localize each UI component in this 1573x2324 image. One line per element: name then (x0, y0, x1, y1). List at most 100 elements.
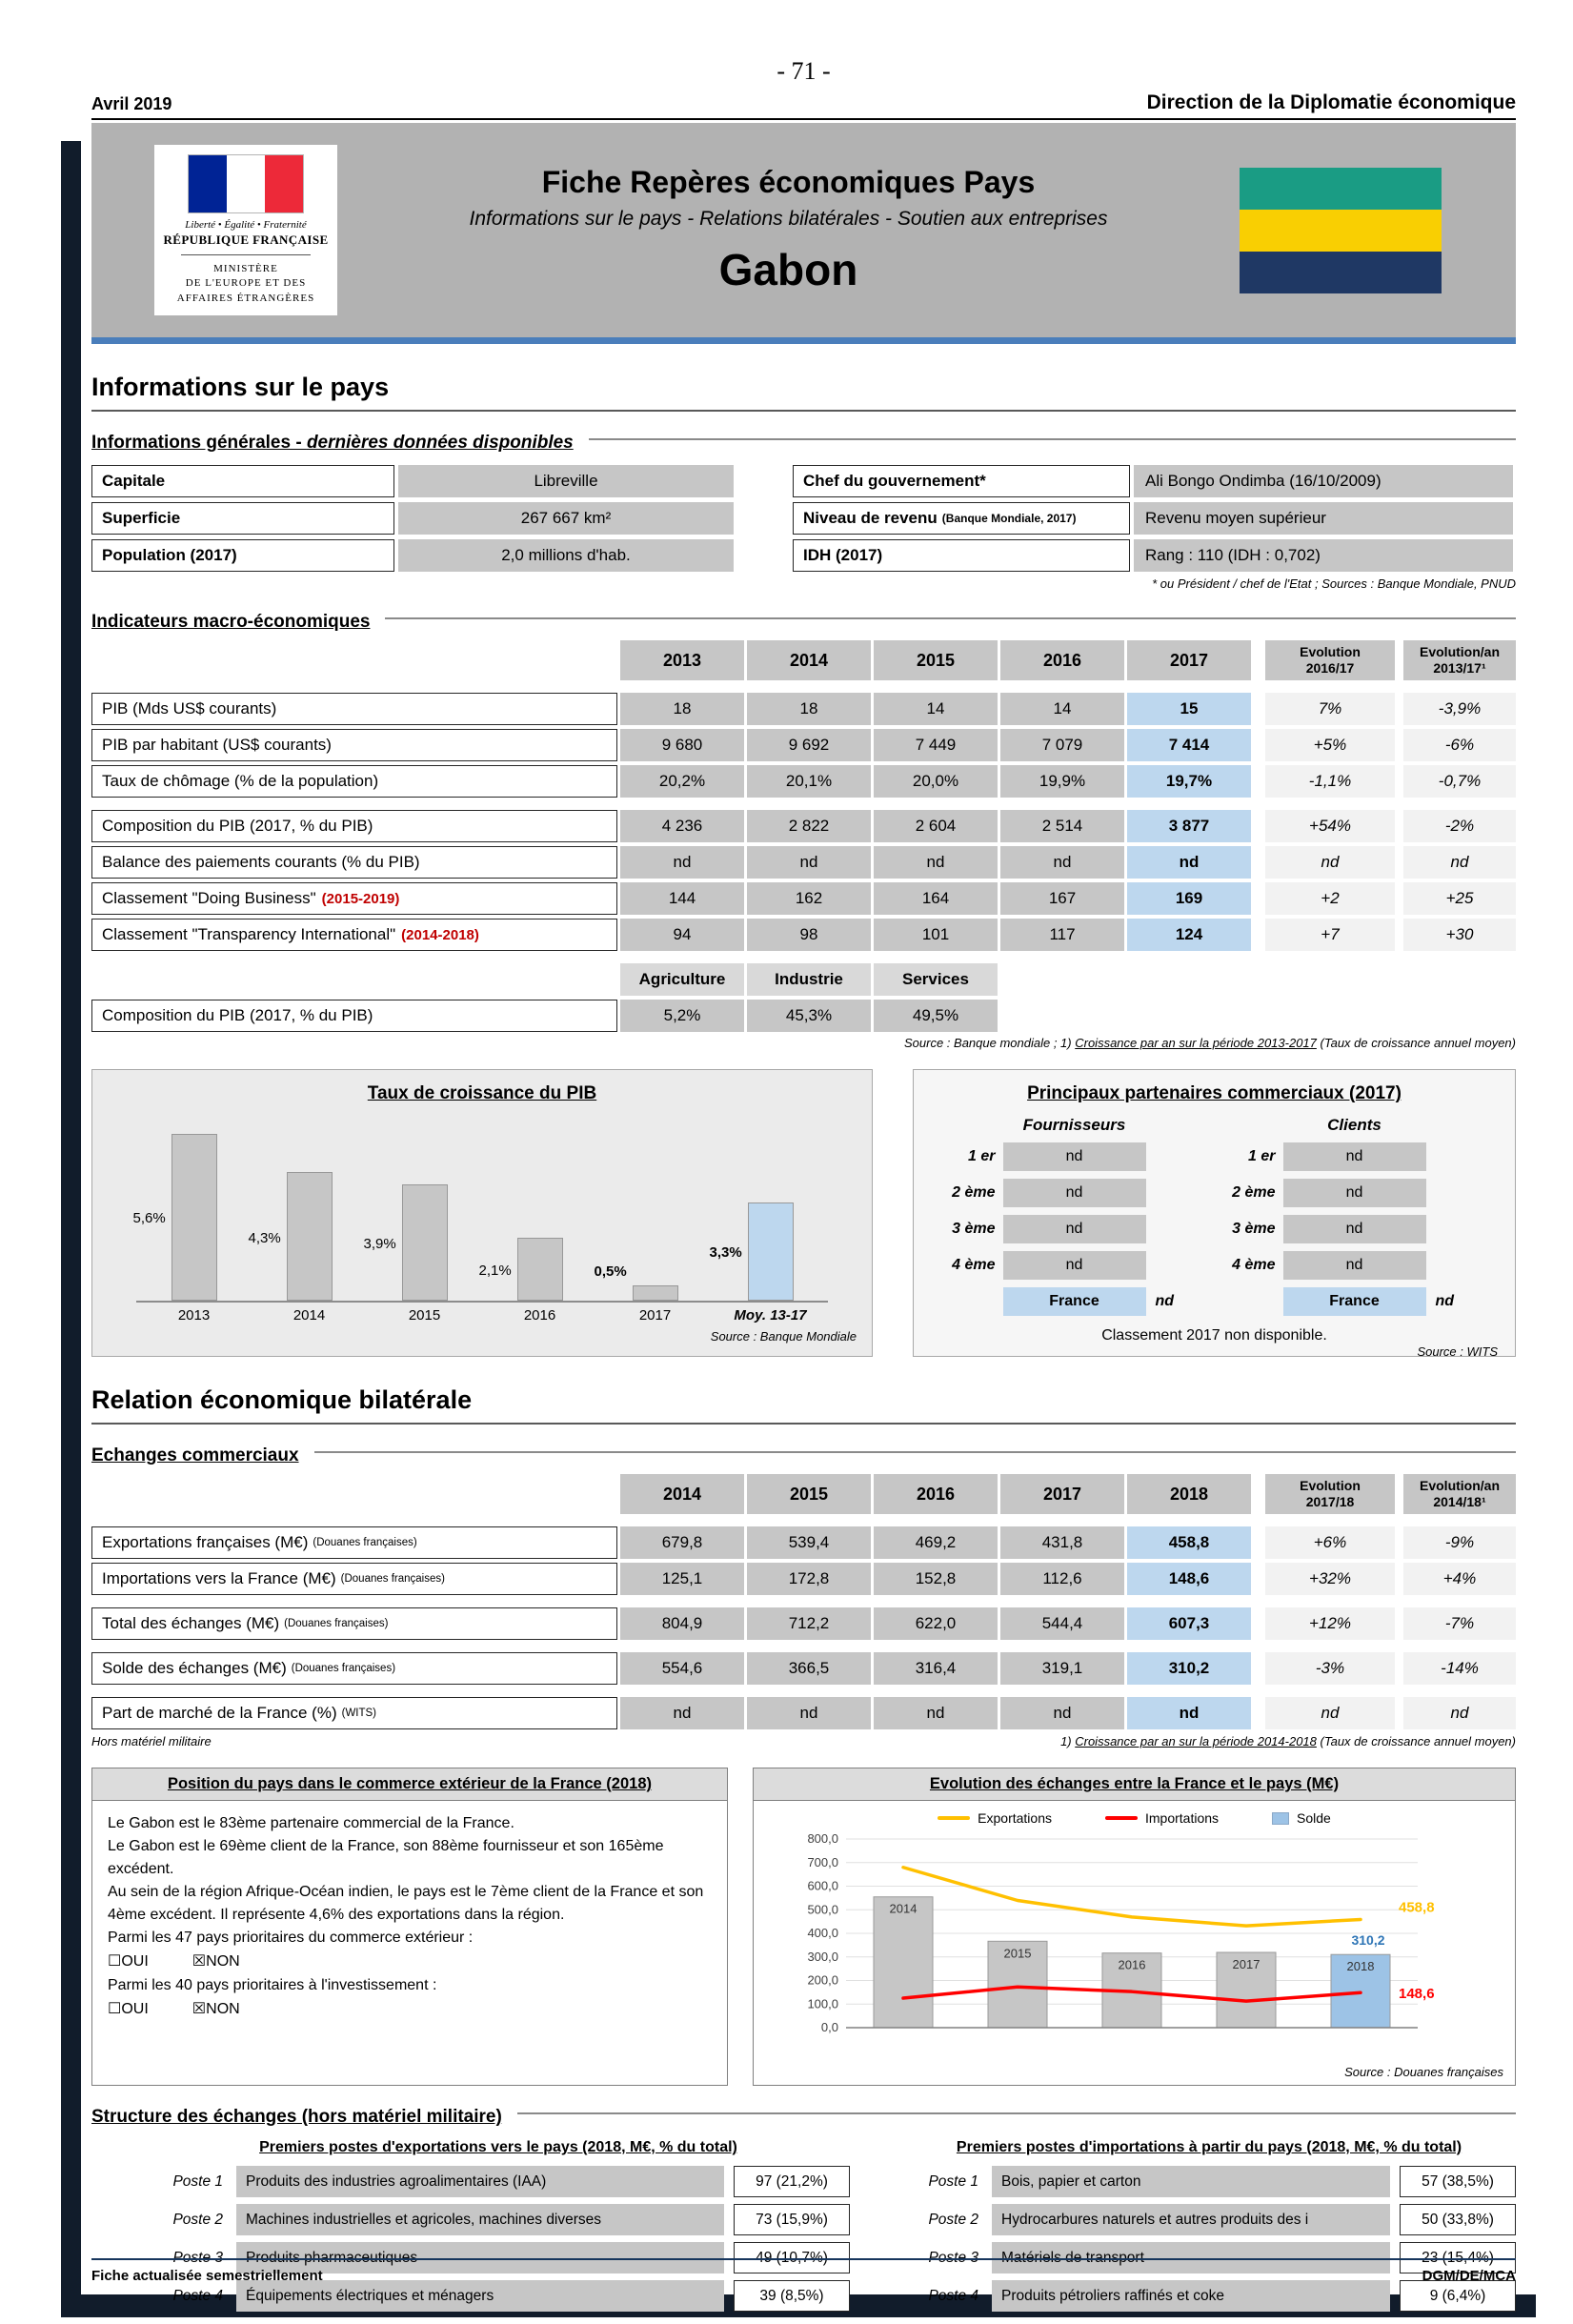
y-tick-label: 500,0 (807, 1902, 838, 1916)
cell-current: 458,8 (1127, 1526, 1251, 1559)
row-label: Importations vers la France (M€) (Douanes… (91, 1563, 617, 1595)
cell: 172,8 (747, 1563, 871, 1595)
trade-evolution-panel: Evolution des échanges entre la France e… (753, 1768, 1516, 2086)
general-info-tables: Capitale Libreville Superficie 267 667 k… (91, 465, 1516, 572)
year-header: 2015 (747, 1474, 871, 1514)
poste-description: Machines industrielles et agricoles, mac… (236, 2204, 724, 2235)
document-page: - 71 - Avril 2019 Direction de la Diplom… (91, 57, 1516, 2312)
info-label: Chef du gouvernement* (793, 465, 1130, 497)
position-line: Au sein de la région Afrique-Océan indie… (108, 1884, 704, 1923)
rule-line (588, 438, 1516, 440)
poste-value: 73 (15,9%) (734, 2204, 850, 2235)
section-relation-bilaterale: Relation économique bilatérale (91, 1385, 1516, 1425)
cell: 49,5% (874, 1000, 998, 1032)
cell: 431,8 (1000, 1526, 1124, 1559)
evolution-cell: +12% (1254, 1607, 1395, 1640)
solde-end-label: 310,2 (1351, 1932, 1384, 1948)
cell: 7 449 (874, 729, 998, 761)
sector-header: Services (874, 963, 998, 996)
cell-current: 310,2 (1127, 1652, 1251, 1685)
client-value: nd (1282, 1179, 1426, 1207)
poste-description: Produits pétroliers raffinés et coke (992, 2280, 1390, 2312)
cell-current: 19,7% (1127, 765, 1251, 798)
cell: 9 680 (620, 729, 744, 761)
cell: 45,3% (747, 1000, 871, 1032)
gdp-growth-chart: Taux de croissance du PIB 5,6% 4,3% 3,9% 2,… (91, 1069, 873, 1357)
solde-bar-2017 (1216, 1951, 1276, 2029)
gabon-flag-stripe-bottom (1240, 251, 1442, 293)
subhead-text-italic: dernières données disponibles (306, 433, 574, 453)
logo-ministry-line: DE L'EUROPE ET DES (185, 277, 307, 290)
gdp-bar-Moy. 13-17 (747, 1202, 794, 1301)
bar-year-label: 2015 (1003, 1946, 1031, 1960)
row-label: Classement "Doing Business" (2015-2019) (91, 882, 617, 915)
legend-item: Exportations (938, 1810, 1052, 1826)
evolution-an-cell: +4% (1398, 1563, 1516, 1595)
footer-left: Fiche actualisée semestriellement (91, 2268, 323, 2284)
charts-row: Taux de croissance du PIB 5,6% 4,3% 3,9% 2,… (91, 1069, 1516, 1359)
general-info-right: Chef du gouvernement* Ali Bongo Ondimba … (793, 465, 1513, 572)
evolution-an-cell: +25 (1398, 882, 1516, 915)
info-label: Niveau de revenu (Banque Mondiale, 2017) (793, 502, 1130, 535)
macro-indicators-table: 2013 2014 2015 2016 2017 Evolution 2016/1… (91, 640, 1516, 1032)
y-tick-label: 100,0 (807, 1996, 838, 2011)
gdp-bar-2015 (401, 1183, 448, 1301)
exports-end-label: 458,8 (1399, 1899, 1435, 1915)
gabon-flag-stripe-top (1240, 167, 1442, 210)
gdp-bar-2016 (516, 1238, 563, 1301)
y-tick-label: 300,0 (807, 1950, 838, 1964)
client-value: nd (1282, 1142, 1426, 1171)
bar-year-label: 2017 (1232, 1957, 1260, 1971)
poste-description: Hydrocarbures naturels et autres produit… (992, 2204, 1390, 2235)
evolution-cell: +32% (1254, 1563, 1395, 1595)
row-label: Composition du PIB (2017, % du PIB) (91, 1000, 617, 1032)
trade-note-left: Hors matériel militaire (91, 1734, 212, 1748)
year-header: 2014 (620, 1474, 744, 1514)
logo-divider (181, 253, 311, 255)
trade-evolution-svg: 800,0 700,0 600,0 500,0 400,0 300,0 200,0 100,0… (807, 1831, 1435, 2034)
gdp-x-label: 2015 (408, 1307, 441, 1324)
subhead-text: Structure des échanges (hors matériel mi… (91, 2107, 502, 2127)
cell: 164 (874, 882, 998, 915)
partners-panel: Principaux partenaires commerciaux (2017… (913, 1069, 1516, 1359)
info-label: IDH (2017) (793, 539, 1130, 572)
evolution-cell: +7 (1254, 919, 1395, 951)
rank-label: 2 ème (1232, 1184, 1276, 1201)
trade-table: 2014 2015 2016 2017 2018 Evolution 2017/1… (91, 1474, 1516, 1729)
info-label: Superficie (91, 502, 394, 535)
evolution-cell: +5% (1254, 729, 1395, 761)
poste-description: Matériels de transport (992, 2242, 1390, 2273)
footer-right: DGM/DE/MCA (1422, 2268, 1516, 2284)
direction-title: Direction de la Diplomatie économique (1146, 91, 1516, 113)
rule-line (516, 2112, 1516, 2114)
poste-label: Poste 1 (928, 2172, 978, 2190)
document-subtitle: Informations sur le pays - Relations bil… (469, 208, 1108, 230)
imports-end-label: 148,6 (1399, 1986, 1435, 2002)
info-value: Libreville (398, 465, 734, 497)
cell: 152,8 (874, 1563, 998, 1595)
y-tick-label: 0,0 (820, 2020, 837, 2034)
solde-bar-swatch (1272, 1811, 1290, 1825)
cell: 366,5 (747, 1652, 871, 1685)
cell: 14 (874, 693, 998, 725)
gdp-bar-cell: 2,1% (479, 1238, 597, 1301)
cell: 544,4 (1000, 1607, 1124, 1640)
cell-current: 607,3 (1127, 1607, 1251, 1640)
rank-label: 1 er (968, 1148, 996, 1164)
boxes-row: Position du pays dans le commerce extéri… (91, 1768, 1516, 2086)
cell: 9 692 (747, 729, 871, 761)
page-number: - 71 - (776, 57, 831, 85)
gdp-bar-cell: 3,9% (364, 1183, 482, 1301)
position-line: Le Gabon est le 83ème partenaire commerc… (108, 1815, 514, 1831)
row-label: Total des échanges (M€) (Douanes français… (91, 1607, 617, 1640)
structure-tables: Premiers postes d'exportations vers le p… (91, 2139, 1516, 2312)
subhead-indicateurs-macro: Indicateurs macro-économiques (91, 612, 1516, 633)
poste-label: Poste 4 (172, 2287, 223, 2304)
cell: 4 236 (620, 810, 744, 842)
evolution-an-cell: -6% (1398, 729, 1516, 761)
position-line: Le Gabon est le 69ème client de la Franc… (108, 1838, 664, 1877)
cell: 19,9% (1000, 765, 1124, 798)
subhead-informations-generales: Informations générales - dernières donné… (91, 433, 1516, 454)
cell: nd (1000, 1697, 1124, 1729)
cell-current: nd (1127, 1697, 1251, 1729)
